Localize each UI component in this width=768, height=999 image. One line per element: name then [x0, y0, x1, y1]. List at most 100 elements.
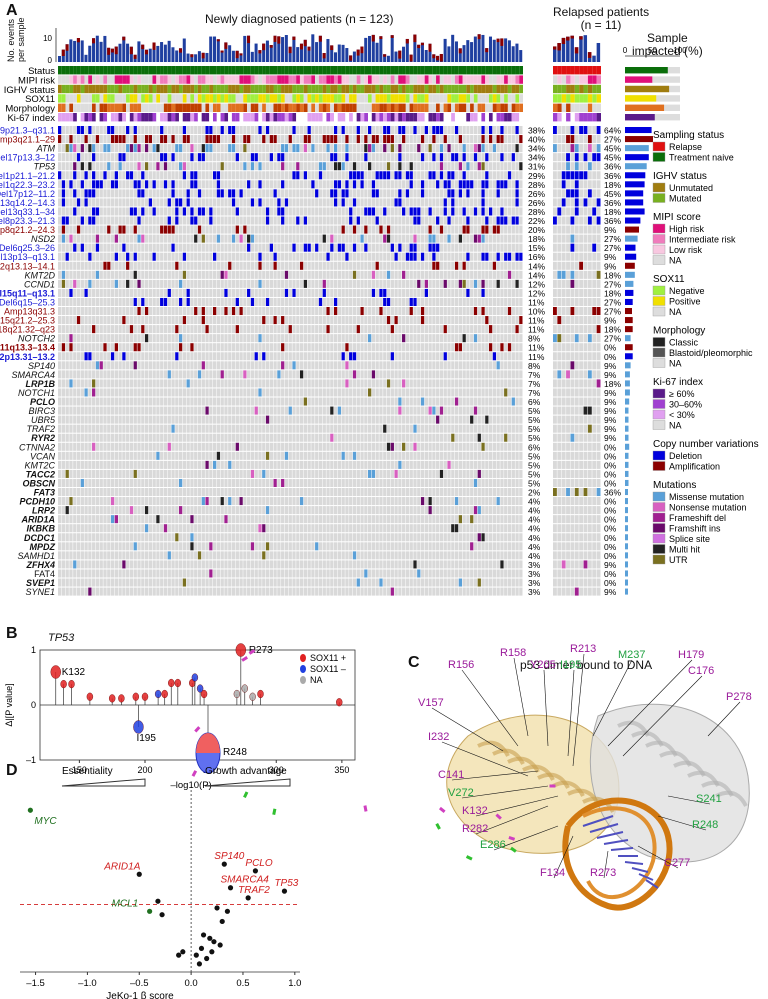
annotation-cell — [349, 103, 353, 112]
gene-label: Del8p23.3–21.3 — [0, 216, 55, 226]
matrix-cell — [288, 343, 292, 352]
matrix-cell — [178, 207, 183, 216]
annotation-cell — [118, 84, 123, 94]
matrix-cell — [561, 361, 566, 370]
matrix-cell — [462, 207, 466, 216]
matrix-cell — [515, 207, 519, 216]
matrix-cell — [436, 343, 440, 352]
matrix-cell — [473, 252, 478, 261]
matrix-cell — [224, 343, 228, 352]
matrix-cell — [326, 270, 330, 279]
matrix-cell — [587, 352, 592, 361]
annotation-cell — [178, 75, 183, 84]
annotation-cell — [345, 75, 350, 84]
matrix-cell — [436, 252, 440, 261]
matrix-cell — [231, 270, 236, 279]
matrix-cell — [235, 325, 239, 334]
annotation-cell — [315, 94, 319, 103]
impacted-bar — [625, 95, 657, 102]
matrix-cell — [375, 162, 379, 171]
matrix-cell — [592, 307, 597, 316]
matrix-cell — [288, 288, 292, 297]
matrix-cell — [515, 135, 519, 144]
matrix-cell — [224, 180, 228, 189]
matrix-cell — [163, 270, 168, 279]
matrix-cell — [349, 343, 353, 352]
event-bar — [570, 35, 574, 62]
matrix-cell — [141, 352, 145, 361]
matrix-cell — [76, 207, 81, 216]
matrix-cell — [592, 126, 597, 135]
annotation-cell — [566, 103, 571, 112]
annotation-cell — [186, 66, 191, 75]
matrix-cell — [477, 316, 481, 325]
matrix-cell — [224, 153, 228, 162]
matrix-cell — [470, 334, 474, 343]
matrix-cell — [333, 126, 338, 135]
matrix-cell — [570, 325, 575, 334]
annotation-cell — [515, 66, 520, 75]
matrix-cell — [561, 243, 566, 252]
matrix-cell — [398, 297, 402, 306]
matrix-cell — [126, 297, 130, 306]
annotation-cell — [277, 94, 282, 103]
matrix-cell — [224, 252, 228, 261]
matrix-cell — [439, 307, 444, 316]
matrix-cell — [318, 207, 323, 216]
matrix-cell — [488, 297, 493, 306]
annotation-cell — [341, 75, 346, 84]
matrix-cell — [288, 216, 292, 225]
matrix-cell — [496, 216, 500, 225]
matrix-cell — [356, 361, 360, 370]
matrix-cell — [443, 316, 447, 325]
pct-rel: 27% — [604, 243, 621, 253]
matrix-cell — [402, 361, 406, 370]
matrix-cell — [197, 288, 202, 297]
matrix-cell — [107, 370, 111, 379]
matrix-cell — [360, 198, 364, 207]
matrix-cell — [288, 279, 292, 288]
matrix-cell — [235, 198, 239, 207]
matrix-cell — [379, 316, 383, 325]
annotation-cell — [182, 113, 187, 122]
matrix-cell — [122, 334, 126, 343]
matrix-cell — [148, 316, 153, 325]
matrix-cell — [133, 180, 137, 189]
matrix-cell — [239, 270, 243, 279]
matrix-cell — [129, 379, 134, 388]
event-bar-amp — [258, 50, 262, 54]
matrix-cell — [352, 352, 357, 361]
annotation-cell — [148, 75, 153, 84]
matrix-cell — [424, 126, 428, 135]
matrix-cell — [405, 135, 410, 144]
matrix-cell — [488, 135, 493, 144]
matrix-cell — [288, 261, 292, 270]
annotation-cell — [243, 113, 248, 122]
matrix-cell — [364, 297, 368, 306]
matrix-cell — [265, 261, 270, 270]
annotation-cell — [462, 113, 467, 122]
matrix-cell — [186, 279, 190, 288]
matrix-cell — [213, 180, 217, 189]
matrix-cell — [61, 370, 66, 379]
matrix-cell — [303, 180, 308, 189]
matrix-cell — [175, 171, 179, 180]
matrix-cell — [451, 334, 455, 343]
annotation-cell — [337, 103, 342, 112]
matrix-cell — [76, 325, 81, 334]
matrix-cell — [152, 171, 156, 180]
matrix-cell — [439, 162, 444, 171]
annotation-cell — [596, 113, 601, 122]
matrix-cell — [420, 352, 425, 361]
matrix-cell — [80, 325, 84, 334]
annotation-cell — [496, 66, 501, 75]
matrix-cell — [424, 352, 428, 361]
annotation-cell — [417, 113, 421, 122]
matrix-cell — [375, 198, 379, 207]
matrix-cell — [466, 279, 470, 288]
matrix-cell — [394, 171, 398, 180]
matrix-cell — [352, 261, 357, 270]
annotation-cell — [163, 113, 168, 122]
matrix-cell — [103, 379, 107, 388]
matrix-cell — [330, 325, 334, 334]
